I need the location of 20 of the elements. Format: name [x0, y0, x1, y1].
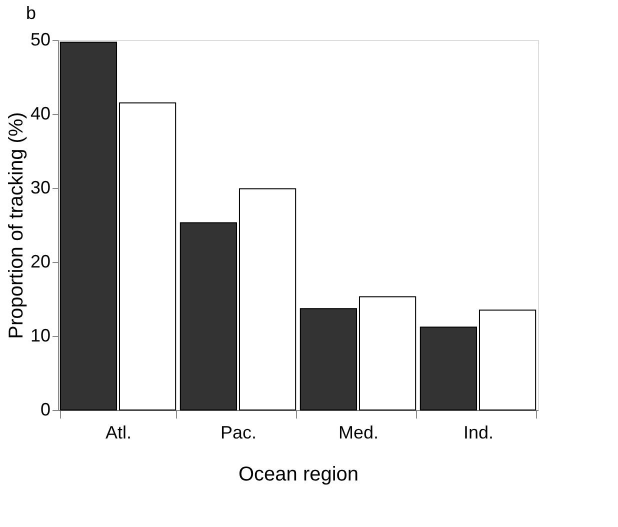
- y-tick-label: 10: [30, 326, 50, 346]
- bar: [238, 188, 296, 410]
- x-axis-title: Ocean region: [238, 464, 359, 486]
- y-axis-title: Proportion of tracking (%): [5, 112, 28, 339]
- y-tick-label: 50: [30, 30, 50, 50]
- bar: [420, 326, 478, 410]
- y-tick-label: 40: [30, 104, 50, 124]
- x-tick-label: Med.: [338, 422, 379, 442]
- bar: [300, 308, 358, 410]
- bar: [478, 310, 536, 410]
- y-tick-label: 0: [40, 400, 50, 420]
- x-tick-label: Atl.: [105, 422, 132, 442]
- chart-title: b: [26, 3, 36, 23]
- x-tick-label: Ind.: [463, 422, 494, 442]
- bar: [358, 296, 416, 410]
- y-tick-label: 30: [30, 178, 50, 198]
- bar: [180, 222, 238, 410]
- y-tick-label: 20: [30, 252, 50, 272]
- x-tick-label: Pac.: [220, 422, 257, 442]
- bar: [118, 102, 176, 410]
